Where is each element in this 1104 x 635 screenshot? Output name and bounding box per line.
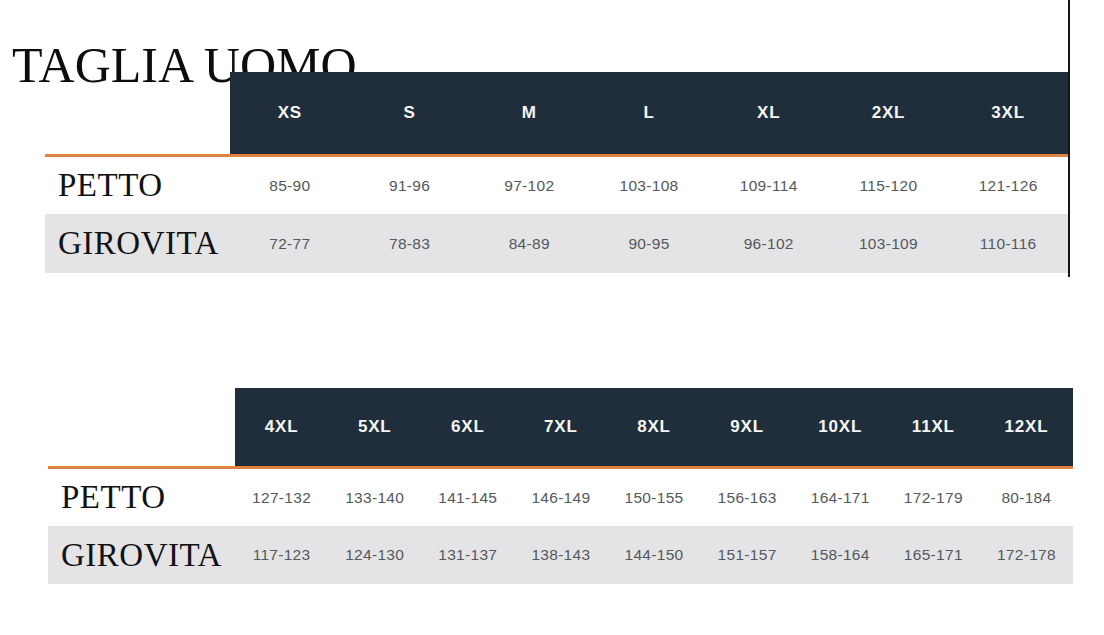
size-column-header: 3XL <box>948 72 1068 154</box>
measurement-cell: 141-145 <box>421 469 514 526</box>
measurement-cell: 117-123 <box>235 526 328 584</box>
row-label-petto: PETTO <box>45 157 230 214</box>
measurement-cell: 158-164 <box>794 526 887 584</box>
measurement-cell: 91-96 <box>350 157 470 214</box>
measurement-cell: 84-89 <box>469 214 589 273</box>
size-column-header: XS <box>230 72 350 154</box>
measurement-cell: 80-184 <box>980 469 1073 526</box>
measurement-cell: 150-155 <box>607 469 700 526</box>
row-values: 85-9091-9697-102103-108109-114115-120121… <box>230 157 1068 214</box>
size-header-row: XSSMLXL2XL3XL <box>230 72 1068 154</box>
measurement-cell: 103-109 <box>829 214 949 273</box>
measurement-cell: 133-140 <box>328 469 421 526</box>
size-column-header: 10XL <box>794 388 887 466</box>
measurement-cell: 72-77 <box>230 214 350 273</box>
size-column-header: 7XL <box>514 388 607 466</box>
size-column-header: 8XL <box>607 388 700 466</box>
row-label-girovita: GIROVITA <box>45 214 230 273</box>
size-table-standard: XSSMLXL2XL3XL PETTO 85-9091-9697-102103-… <box>0 72 1104 273</box>
measurement-cell: 115-120 <box>829 157 949 214</box>
measurement-cell: 85-90 <box>230 157 350 214</box>
size-column-header: 11XL <box>887 388 980 466</box>
size-column-header: 12XL <box>980 388 1073 466</box>
measurement-cell: 131-137 <box>421 526 514 584</box>
size-column-header: L <box>589 72 709 154</box>
measurement-cell: 110-116 <box>948 214 1068 273</box>
measurement-cell: 103-108 <box>589 157 709 214</box>
measurement-cell: 127-132 <box>235 469 328 526</box>
size-column-header: XL <box>709 72 829 154</box>
size-column-header: 6XL <box>421 388 514 466</box>
measurement-cell: 124-130 <box>328 526 421 584</box>
measurement-cell: 172-179 <box>887 469 980 526</box>
measurement-cell: 172-178 <box>980 526 1073 584</box>
size-column-header: 5XL <box>328 388 421 466</box>
measurement-cell: 97-102 <box>469 157 589 214</box>
measurement-cell: 165-171 <box>887 526 980 584</box>
measurement-cell: 138-143 <box>514 526 607 584</box>
table-row-girovita: GIROVITA 117-123124-130131-137138-143144… <box>48 526 1073 584</box>
row-label-girovita: GIROVITA <box>48 526 235 584</box>
table-row-petto: PETTO 127-132133-140141-145146-149150-15… <box>48 469 1073 526</box>
size-table-extended: 4XL5XL6XL7XL8XL9XL10XL11XL12XL PETTO 127… <box>0 388 1104 584</box>
size-column-header: 2XL <box>829 72 949 154</box>
measurement-cell: 164-171 <box>794 469 887 526</box>
size-column-header: M <box>469 72 589 154</box>
measurement-cell: 109-114 <box>709 157 829 214</box>
measurement-cell: 90-95 <box>589 214 709 273</box>
table-row-girovita: GIROVITA 72-7778-8384-8990-9596-102103-1… <box>45 214 1068 273</box>
measurement-cell: 144-150 <box>607 526 700 584</box>
row-values: 72-7778-8384-8990-9596-102103-109110-116 <box>230 214 1068 273</box>
size-header-row: 4XL5XL6XL7XL8XL9XL10XL11XL12XL <box>235 388 1073 466</box>
measurement-cell: 78-83 <box>350 214 470 273</box>
size-column-header: 9XL <box>701 388 794 466</box>
row-values: 127-132133-140141-145146-149150-155156-1… <box>235 469 1073 526</box>
measurement-cell: 156-163 <box>701 469 794 526</box>
measurement-cell: 121-126 <box>948 157 1068 214</box>
measurement-cell: 151-157 <box>701 526 794 584</box>
measurement-cell: 96-102 <box>709 214 829 273</box>
measurement-cell: 146-149 <box>514 469 607 526</box>
row-values: 117-123124-130131-137138-143144-150151-1… <box>235 526 1073 584</box>
row-label-petto: PETTO <box>48 469 235 526</box>
size-column-header: S <box>350 72 470 154</box>
size-column-header: 4XL <box>235 388 328 466</box>
table-row-petto: PETTO 85-9091-9697-102103-108109-114115-… <box>45 157 1068 214</box>
